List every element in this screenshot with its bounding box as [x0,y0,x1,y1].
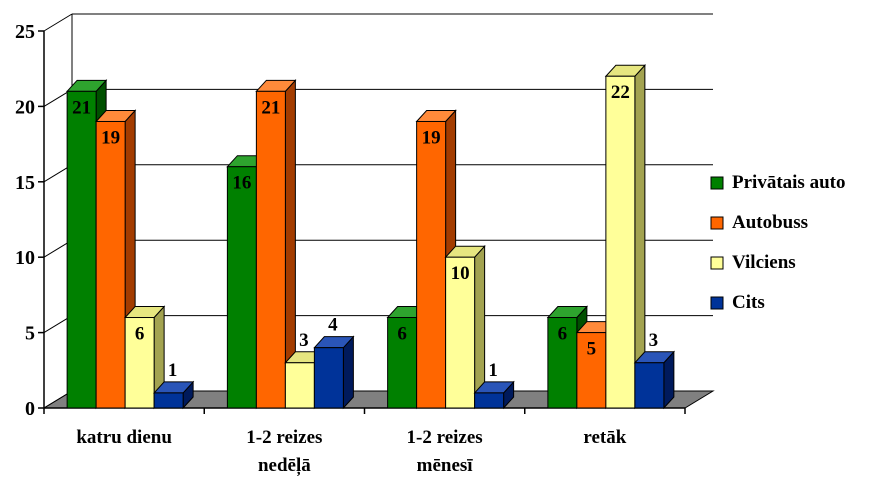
category-label-line: katru dienu [76,427,172,448]
data-label: 22 [611,82,630,103]
legend: Privātais auto Autobuss Vilciens Cits [710,172,845,313]
category-label: retāk [583,427,626,448]
data-label: 19 [422,127,441,148]
legend-swatch [710,296,724,310]
legend-label: Privātais auto [732,172,845,193]
data-label: 16 [232,173,251,194]
y-tick-label: 10 [15,247,35,269]
category-label-line: mēnesī [417,455,474,476]
bar-side [342,335,354,410]
bar [124,317,155,409]
y-tick-label: 20 [15,96,35,118]
category-label-line: nedēļā [258,455,311,476]
bar [153,392,184,409]
category-label-line: 1-2 reizes [407,427,483,448]
data-label: 4 [328,315,338,336]
category-label-line: retāk [583,427,626,448]
legend-label: Autobuss [732,212,808,233]
bar [284,362,315,409]
legend-label: Cits [732,292,765,313]
bar [313,347,344,409]
bar [605,75,636,409]
category-label: 1-2 reizes nedēļā [246,427,322,476]
bar [416,120,447,409]
data-label: 21 [72,97,91,118]
data-label: 3 [299,330,309,351]
gridline-depth [43,13,73,32]
bar [634,362,665,409]
y-tick-label: 15 [15,172,35,194]
category-labels: katru dienu 1-2 reizes nedēļā 1-2 reizes mēn… [76,427,626,476]
y-tick-label: 25 [15,21,35,43]
data-label: 19 [101,127,120,148]
bar [255,90,286,409]
bar [66,90,97,409]
bar [445,256,476,409]
legend-swatch [710,216,724,230]
data-label: 3 [649,330,659,351]
bar [576,332,607,409]
data-label: 1 [488,360,498,381]
category-label: 1-2 reizes mēnesī [407,427,483,476]
data-label: 6 [558,324,568,345]
bar [474,392,505,409]
data-label: 6 [397,324,407,345]
data-label: 6 [135,324,145,345]
bar [95,120,126,409]
data-label: 21 [261,97,280,118]
data-label: 5 [587,339,597,360]
data-label: 1 [168,360,178,381]
bar [226,166,257,409]
y-tick-label: 5 [25,323,35,345]
legend-label: Vilciens [732,252,796,273]
category-label: katru dienu [76,427,172,448]
category-label-line: 1-2 reizes [246,427,322,448]
legend-swatch [710,256,724,270]
bars [65,63,676,410]
bar [547,317,578,409]
legend-swatch [710,176,724,190]
data-label: 10 [451,263,470,284]
y-tick-label: 0 [25,398,35,420]
